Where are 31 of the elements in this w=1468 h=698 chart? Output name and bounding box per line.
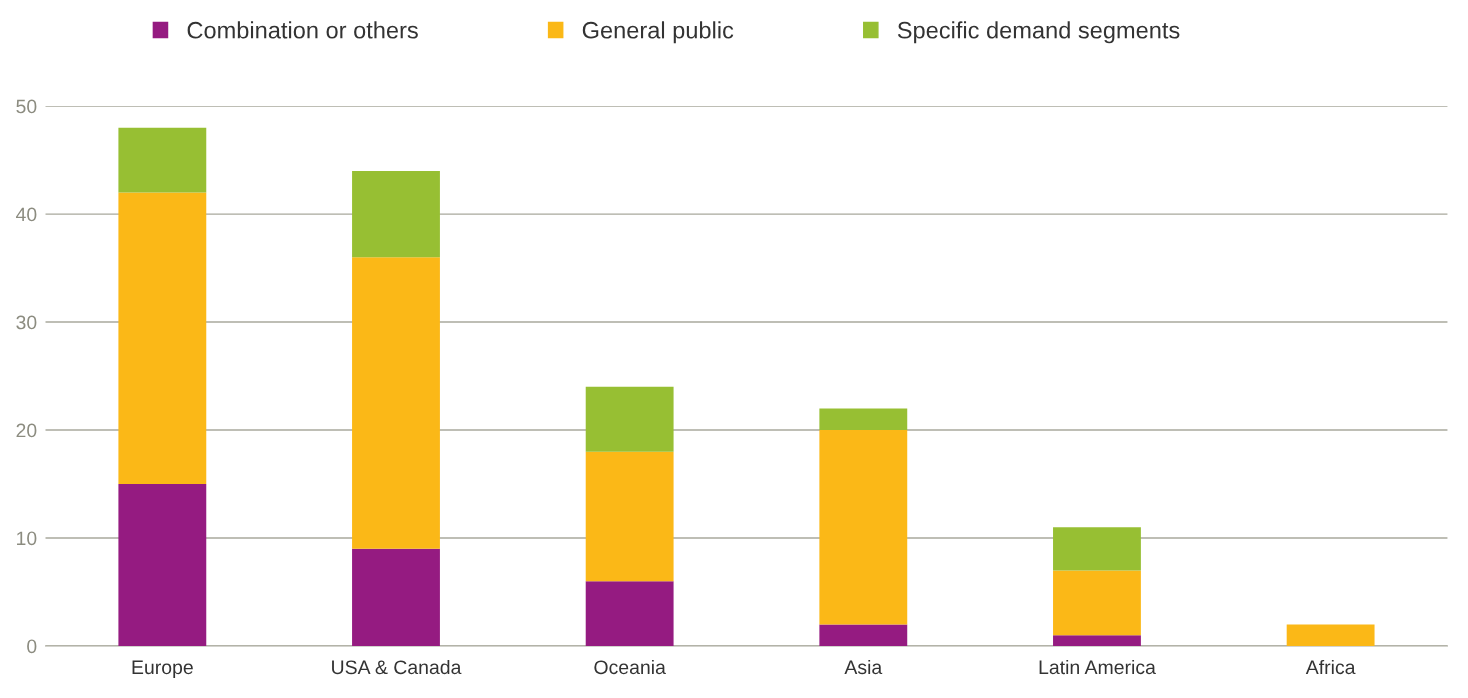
bar (118, 127, 207, 193)
legend-label: Combination or others (187, 21, 418, 39)
y-tick-label: 20 (16, 423, 37, 438)
legend-label: General public (582, 21, 734, 44)
bar (585, 451, 674, 582)
bar (585, 386, 674, 452)
bar (118, 484, 207, 646)
bar (1286, 624, 1375, 646)
legend-label: Specific demand segments (897, 21, 1180, 44)
bar (118, 192, 207, 485)
x-tick-label: USA & Canada (332, 659, 462, 675)
x-tick-label: Africa (1305, 659, 1356, 675)
y-tick-label: 50 (16, 99, 37, 114)
bar (819, 624, 908, 646)
y-tick-label: 10 (17, 531, 37, 546)
bar (819, 408, 908, 431)
bar (352, 170, 440, 258)
bar (352, 548, 440, 646)
x-tick-label: Europe (132, 660, 193, 679)
bar (352, 257, 440, 549)
bar (585, 581, 674, 646)
y-tick-label: 0 (27, 639, 37, 654)
bar (1053, 635, 1141, 646)
x-tick-label: Oceania (594, 659, 666, 675)
bar (1053, 527, 1141, 571)
bar (819, 430, 908, 625)
bar (1053, 570, 1141, 636)
x-tick-label: Asia (844, 659, 883, 675)
x-tick-label: Latin America (1039, 659, 1156, 675)
y-tick-label: 30 (16, 315, 37, 330)
y-tick-label: 40 (16, 207, 37, 222)
